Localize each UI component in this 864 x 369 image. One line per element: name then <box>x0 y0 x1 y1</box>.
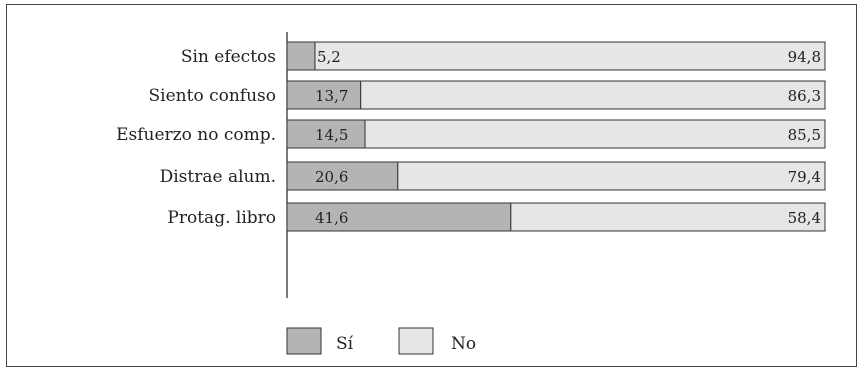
value-label-si-0: 5,2 <box>317 48 341 66</box>
bar-no-1 <box>360 80 826 110</box>
value-label-si-1: 13,7 <box>315 87 348 105</box>
bar-si-1 <box>286 80 362 110</box>
value-label-no-3: 79,4 <box>788 168 821 186</box>
category-labels: Sin efectos Siento confuso Esfuerzo no com… <box>116 47 276 228</box>
bar-si-0 <box>286 41 316 71</box>
category-label-4: Protag. libro <box>167 208 276 228</box>
legend-swatch-si <box>286 327 322 355</box>
value-label-si-4: 41,6 <box>315 209 348 227</box>
category-label-3: Distrae alum. <box>160 167 276 187</box>
bar-no-2 <box>364 119 826 149</box>
legend: Sí No <box>286 327 476 355</box>
value-label-no-4: 58,4 <box>788 209 821 227</box>
category-label-0: Sin efectos <box>181 47 276 67</box>
bar-si-2 <box>286 119 366 149</box>
category-label-2: Esfuerzo no comp. <box>116 125 276 145</box>
category-label-1: Siento confuso <box>149 86 276 106</box>
legend-swatch-no <box>398 327 434 355</box>
value-label-no-1: 86,3 <box>788 87 821 105</box>
bar-no-3 <box>397 161 826 191</box>
bars-group: 5,2 94,8 13,7 86,3 14,5 85,5 20,6 79,4 41,6 58,4 <box>286 41 826 232</box>
value-label-no-2: 85,5 <box>788 126 821 144</box>
legend-label-si: Sí <box>336 334 354 354</box>
legend-label-no: No <box>451 334 476 354</box>
value-label-si-2: 14,5 <box>315 126 348 144</box>
bar-no-4 <box>510 202 826 232</box>
value-label-si-3: 20,6 <box>315 168 348 186</box>
bar-no-0 <box>314 41 826 71</box>
value-label-no-0: 94,8 <box>788 48 821 66</box>
